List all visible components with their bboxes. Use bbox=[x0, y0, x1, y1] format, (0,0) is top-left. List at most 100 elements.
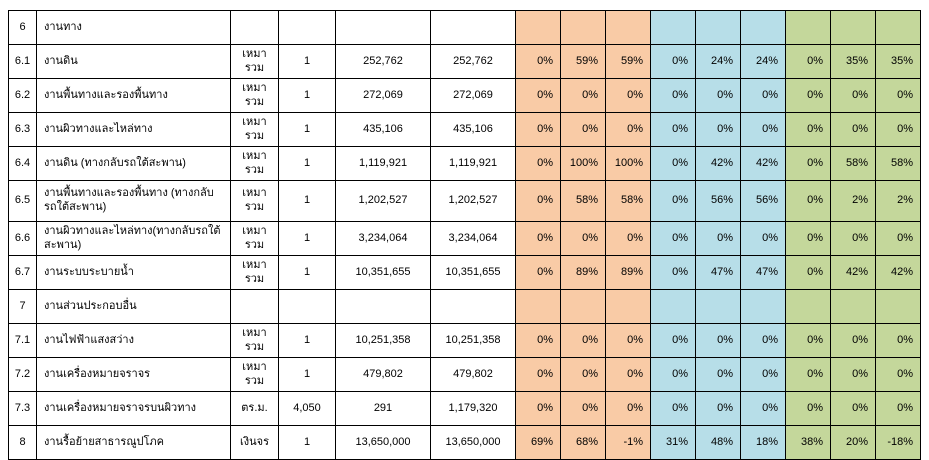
cell-unit-price[interactable]: 479,802 bbox=[335, 357, 431, 392]
cell-progress-green-3[interactable]: 0% bbox=[875, 391, 921, 426]
cell-progress-green-2[interactable] bbox=[830, 10, 876, 45]
cell-description[interactable]: งานทาง bbox=[36, 10, 231, 45]
cell-amount[interactable]: 1,119,921 bbox=[430, 146, 516, 181]
cell-amount[interactable]: 10,351,655 bbox=[430, 255, 516, 290]
cell-amount[interactable]: 252,762 bbox=[430, 44, 516, 79]
cell-progress-blue-1[interactable]: 0% bbox=[650, 44, 696, 79]
cell-amount[interactable] bbox=[430, 289, 516, 324]
cell-progress-blue-1[interactable]: 0% bbox=[650, 255, 696, 290]
cell-unit[interactable]: เหมารวม bbox=[230, 323, 279, 358]
cell-progress-green-2[interactable]: 0% bbox=[830, 78, 876, 113]
cell-amount[interactable]: 435,106 bbox=[430, 112, 516, 147]
cell-amount[interactable]: 272,069 bbox=[430, 78, 516, 113]
cell-item-number[interactable]: 6.7 bbox=[8, 255, 37, 290]
cell-progress-green-1[interactable] bbox=[785, 10, 831, 45]
cell-progress-blue-3[interactable] bbox=[740, 10, 786, 45]
cell-progress-orange-2[interactable]: 100% bbox=[560, 146, 606, 181]
cell-description[interactable]: งานเครื่องหมายจราจร bbox=[36, 357, 231, 392]
cell-progress-green-1[interactable]: 0% bbox=[785, 78, 831, 113]
cell-progress-blue-1[interactable]: 0% bbox=[650, 180, 696, 222]
cell-progress-green-3[interactable]: 0% bbox=[875, 323, 921, 358]
cell-unit-price[interactable]: 272,069 bbox=[335, 78, 431, 113]
cell-progress-blue-3[interactable]: 0% bbox=[740, 391, 786, 426]
cell-amount[interactable]: 1,202,527 bbox=[430, 180, 516, 222]
cell-unit[interactable]: เหมารวม bbox=[230, 221, 279, 256]
cell-description[interactable]: งานผิวทางและไหล่ทาง(ทางกลับรถใต้สะพาน) bbox=[36, 221, 231, 256]
cell-progress-blue-3[interactable]: 56% bbox=[740, 180, 786, 222]
cell-progress-orange-2[interactable]: 0% bbox=[560, 357, 606, 392]
cell-unit-price[interactable]: 291 bbox=[335, 391, 431, 426]
cell-progress-orange-2[interactable]: 0% bbox=[560, 221, 606, 256]
cell-progress-orange-1[interactable]: 0% bbox=[515, 357, 561, 392]
cell-quantity[interactable]: 1 bbox=[278, 221, 336, 256]
cell-progress-orange-1[interactable]: 0% bbox=[515, 146, 561, 181]
cell-amount[interactable]: 479,802 bbox=[430, 357, 516, 392]
cell-progress-orange-1[interactable]: 69% bbox=[515, 425, 561, 460]
cell-unit-price[interactable]: 3,234,064 bbox=[335, 221, 431, 256]
cell-progress-green-2[interactable]: 35% bbox=[830, 44, 876, 79]
cell-unit[interactable]: เหมารวม bbox=[230, 146, 279, 181]
cell-progress-blue-2[interactable]: 0% bbox=[695, 391, 741, 426]
cell-progress-orange-3[interactable]: 0% bbox=[605, 357, 651, 392]
cell-progress-green-1[interactable]: 0% bbox=[785, 112, 831, 147]
cell-progress-green-2[interactable]: 58% bbox=[830, 146, 876, 181]
cell-quantity[interactable]: 1 bbox=[278, 357, 336, 392]
cell-unit-price[interactable]: 1,202,527 bbox=[335, 180, 431, 222]
cell-progress-blue-2[interactable]: 24% bbox=[695, 44, 741, 79]
cell-progress-green-2[interactable]: 20% bbox=[830, 425, 876, 460]
cell-progress-orange-3[interactable]: 89% bbox=[605, 255, 651, 290]
cell-progress-blue-2[interactable]: 0% bbox=[695, 357, 741, 392]
cell-progress-orange-1[interactable]: 0% bbox=[515, 323, 561, 358]
cell-unit[interactable] bbox=[230, 289, 279, 324]
cell-unit[interactable]: เหมารวม bbox=[230, 357, 279, 392]
cell-progress-green-2[interactable]: 0% bbox=[830, 221, 876, 256]
cell-progress-orange-1[interactable] bbox=[515, 289, 561, 324]
cell-item-number[interactable]: 7.2 bbox=[8, 357, 37, 392]
cell-progress-green-2[interactable]: 42% bbox=[830, 255, 876, 290]
cell-progress-blue-1[interactable] bbox=[650, 289, 696, 324]
cell-progress-green-3[interactable]: 0% bbox=[875, 221, 921, 256]
cell-progress-green-3[interactable]: 0% bbox=[875, 357, 921, 392]
cell-quantity[interactable]: 1 bbox=[278, 425, 336, 460]
cell-progress-blue-1[interactable]: 0% bbox=[650, 391, 696, 426]
cell-unit-price[interactable]: 10,351,655 bbox=[335, 255, 431, 290]
cell-unit[interactable]: เหมารวม bbox=[230, 255, 279, 290]
cell-progress-orange-3[interactable]: 0% bbox=[605, 78, 651, 113]
cell-progress-blue-2[interactable] bbox=[695, 289, 741, 324]
cell-item-number[interactable]: 6.3 bbox=[8, 112, 37, 147]
cell-progress-orange-3[interactable]: 100% bbox=[605, 146, 651, 181]
cell-progress-green-1[interactable]: 0% bbox=[785, 323, 831, 358]
cell-progress-blue-2[interactable]: 0% bbox=[695, 78, 741, 113]
cell-amount[interactable]: 1,179,320 bbox=[430, 391, 516, 426]
cell-item-number[interactable]: 6.1 bbox=[8, 44, 37, 79]
cell-progress-green-3[interactable]: 0% bbox=[875, 112, 921, 147]
cell-progress-orange-3[interactable]: 0% bbox=[605, 391, 651, 426]
cell-unit[interactable]: เหมารวม bbox=[230, 44, 279, 79]
cell-progress-green-1[interactable]: 0% bbox=[785, 44, 831, 79]
cell-unit[interactable]: ตร.ม. bbox=[230, 391, 279, 426]
cell-item-number[interactable]: 6.6 bbox=[8, 221, 37, 256]
cell-progress-orange-2[interactable]: 0% bbox=[560, 323, 606, 358]
cell-progress-blue-2[interactable]: 0% bbox=[695, 112, 741, 147]
cell-progress-orange-3[interactable]: 58% bbox=[605, 180, 651, 222]
cell-item-number[interactable]: 7.1 bbox=[8, 323, 37, 358]
cell-progress-green-3[interactable]: 42% bbox=[875, 255, 921, 290]
cell-description[interactable]: งานผิวทางและไหล่ทาง bbox=[36, 112, 231, 147]
cell-progress-green-1[interactable]: 0% bbox=[785, 180, 831, 222]
cell-progress-blue-3[interactable]: 0% bbox=[740, 221, 786, 256]
cell-description[interactable]: งานพื้นทางและรองพื้นทาง bbox=[36, 78, 231, 113]
cell-description[interactable]: งานดิน (ทางกลับรถใต้สะพาน) bbox=[36, 146, 231, 181]
cell-item-number[interactable]: 7 bbox=[8, 289, 37, 324]
cell-progress-green-3[interactable]: 35% bbox=[875, 44, 921, 79]
cell-quantity[interactable] bbox=[278, 289, 336, 324]
cell-amount[interactable] bbox=[430, 10, 516, 45]
cell-unit[interactable] bbox=[230, 10, 279, 45]
cell-progress-green-3[interactable]: 58% bbox=[875, 146, 921, 181]
cell-progress-orange-3[interactable]: 59% bbox=[605, 44, 651, 79]
cell-progress-green-2[interactable]: 0% bbox=[830, 357, 876, 392]
cell-item-number[interactable]: 6 bbox=[8, 10, 37, 45]
cell-progress-green-2[interactable]: 0% bbox=[830, 391, 876, 426]
cell-progress-orange-1[interactable]: 0% bbox=[515, 221, 561, 256]
cell-progress-orange-3[interactable]: -1% bbox=[605, 425, 651, 460]
cell-progress-blue-2[interactable]: 42% bbox=[695, 146, 741, 181]
